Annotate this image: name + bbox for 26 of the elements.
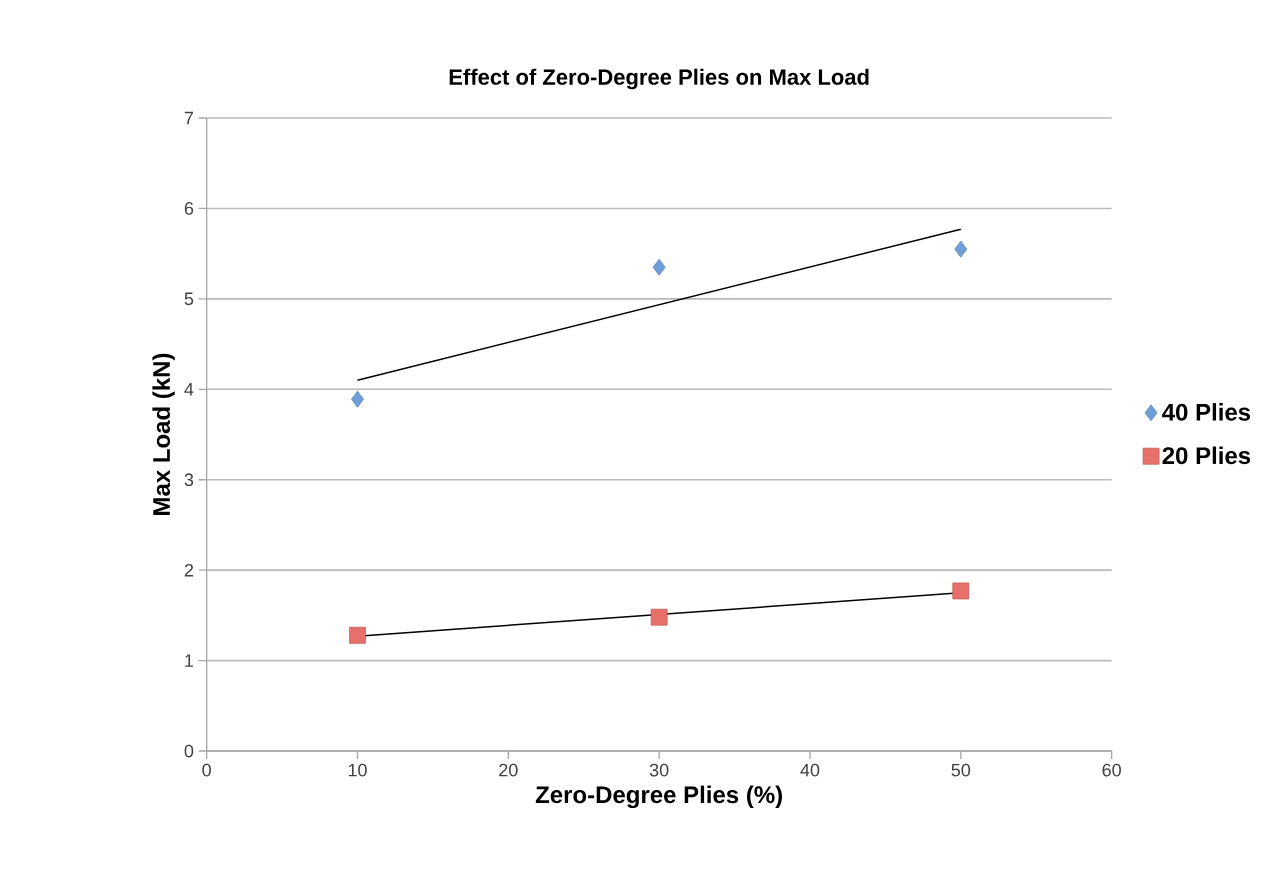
- x-tick-label: 10: [348, 763, 367, 777]
- y-tick-label: 6: [184, 202, 194, 215]
- x-tick-label: 60: [1102, 763, 1121, 777]
- point: [349, 626, 366, 644]
- x-tick-label: 30: [649, 763, 669, 777]
- y-axis-title: Max Load (kN): [152, 353, 175, 515]
- legend-label: 40 Plies: [1162, 403, 1251, 421]
- y-tick-label: 4: [184, 383, 194, 396]
- y-tick-label: 0: [184, 744, 194, 758]
- legend-label: 20 Plies: [1162, 446, 1251, 465]
- y-tick-label: 1: [185, 654, 194, 667]
- y-tick-label: 3: [184, 473, 194, 487]
- x-tick-label: 40: [800, 763, 820, 777]
- x-axis-title: Zero-Degree Plies (%): [535, 785, 782, 809]
- point: [650, 608, 668, 626]
- chart-title: Effect of Zero-Degree Plies on Max Load: [449, 68, 869, 90]
- y-tick-label: 5: [184, 292, 194, 306]
- x-tick-label: 0: [202, 763, 211, 777]
- x-tick-label: 50: [951, 763, 971, 777]
- y-tick-label: 7: [184, 111, 194, 125]
- point: [954, 240, 968, 258]
- y-tick-label: 2: [184, 563, 194, 577]
- x-tick-label: 20: [499, 763, 518, 777]
- point: [351, 390, 364, 408]
- point: [952, 582, 970, 600]
- point: [652, 258, 666, 276]
